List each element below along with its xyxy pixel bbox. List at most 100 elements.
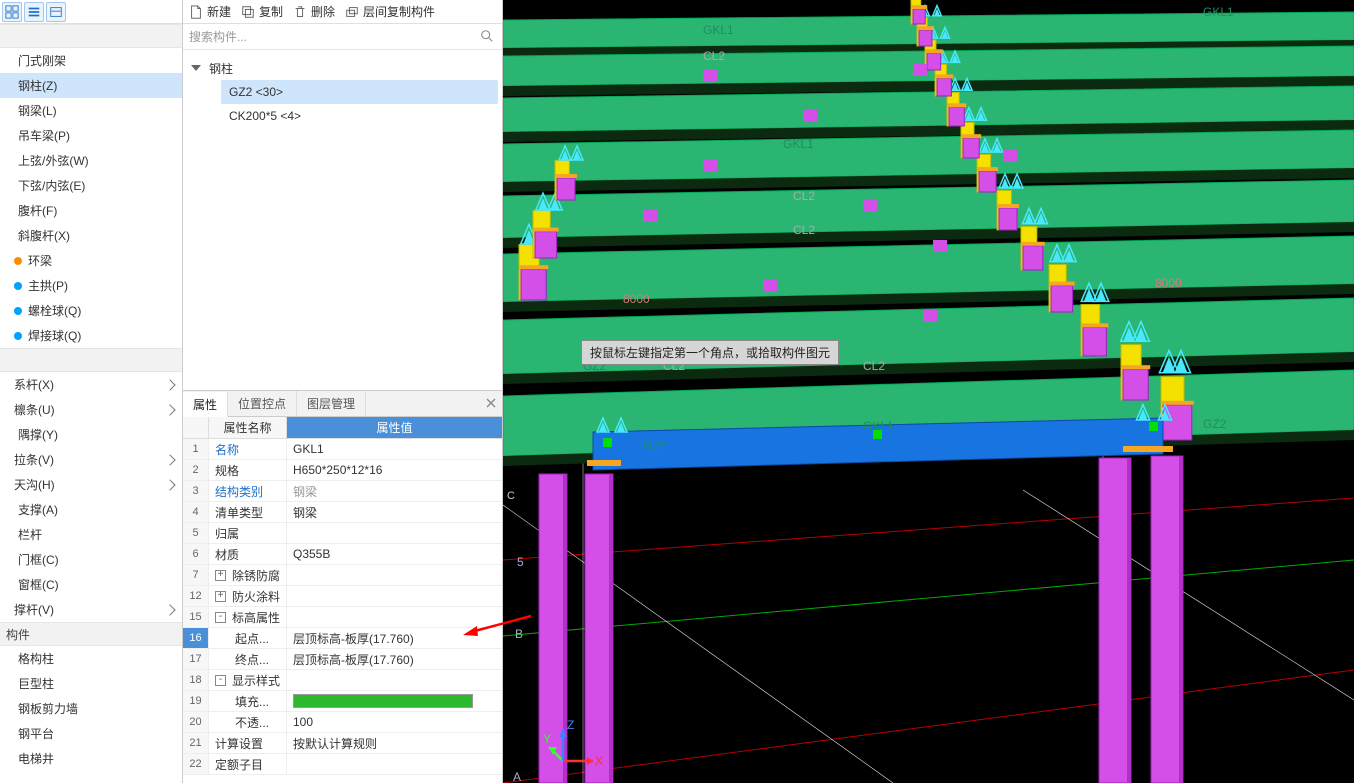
property-value[interactable] — [287, 523, 502, 543]
sidebar-item[interactable]: 门式刚架 — [0, 48, 182, 73]
tree-root[interactable]: 钢柱 — [187, 56, 498, 80]
sidebar-item[interactable]: 腹杆(F) — [0, 198, 182, 223]
property-row[interactable]: 3结构类别钢梁 — [183, 481, 502, 502]
copy-label: 复制 — [259, 3, 283, 20]
fill-color-swatch[interactable] — [293, 694, 473, 708]
sidebar-item[interactable]: 环梁 — [0, 248, 182, 273]
layers-copy-icon — [345, 5, 359, 19]
property-value[interactable]: 层顶标高-板厚(17.760) — [287, 649, 502, 669]
sidebar-item-label: 钢板剪力墙 — [18, 700, 78, 717]
category-dot-icon — [14, 332, 22, 340]
property-value[interactable] — [287, 586, 502, 606]
view-list-button[interactable] — [24, 2, 44, 22]
new-button[interactable]: 新建 — [189, 3, 231, 20]
row-number: 7 — [183, 565, 209, 585]
tab-layers[interactable]: 图层管理 — [297, 391, 366, 416]
svg-text:CL2: CL2 — [703, 49, 725, 63]
sidebar-item[interactable]: 天沟(H) — [0, 472, 182, 497]
property-value[interactable]: 钢梁 — [287, 481, 502, 501]
sidebar-item[interactable]: 檩条(U) — [0, 397, 182, 422]
property-row[interactable]: 7+除锈防腐 — [183, 565, 502, 586]
coordinate-axes-icon: X Y Z — [543, 711, 603, 771]
sidebar-item[interactable]: 钢平台 — [0, 721, 182, 746]
sidebar-item[interactable]: 上弦/外弦(W) — [0, 148, 182, 173]
property-row[interactable]: 15-标高属性 — [183, 607, 502, 628]
sidebar-item[interactable]: 巨型柱 — [0, 671, 182, 696]
sidebar-item-label: 窗框(C) — [18, 576, 59, 593]
property-value[interactable]: 按默认计算规则 — [287, 733, 502, 753]
property-value[interactable]: 钢梁 — [287, 502, 502, 522]
property-row[interactable]: 22定额子目 — [183, 754, 502, 775]
sidebar-item[interactable]: 下弦/内弦(E) — [0, 173, 182, 198]
sidebar-item[interactable]: 栏杆 — [0, 522, 182, 547]
sidebar-item[interactable]: 钢柱(Z) — [0, 73, 182, 98]
sidebar-item-label: 螺栓球(Q) — [28, 302, 81, 319]
sidebar-item[interactable]: 钢梁(L) — [0, 98, 182, 123]
tree-item[interactable]: GZ2 <30> — [221, 80, 498, 104]
axis-label-a: A — [513, 770, 521, 783]
list-icon — [27, 5, 41, 19]
view-card-button[interactable] — [46, 2, 66, 22]
property-value[interactable] — [287, 691, 502, 711]
tab-position[interactable]: 位置控点 — [228, 391, 297, 416]
property-row[interactable]: 16起点...层顶标高-板厚(17.760) — [183, 628, 502, 649]
expand-toggle-icon[interactable]: + — [215, 570, 226, 581]
property-row[interactable]: 6材质Q355B — [183, 544, 502, 565]
property-row[interactable]: 21计算设置按默认计算规则 — [183, 733, 502, 754]
property-row[interactable]: 19填充... — [183, 691, 502, 712]
property-value[interactable]: GKL1 — [287, 439, 502, 459]
property-row[interactable]: 1名称GKL1 — [183, 439, 502, 460]
sidebar-item[interactable]: 斜腹杆(X) — [0, 223, 182, 248]
property-value[interactable]: Q355B — [287, 544, 502, 564]
sidebar-item-label: 门框(C) — [18, 551, 59, 568]
expand-toggle-icon[interactable]: + — [215, 591, 226, 602]
chevron-right-icon — [164, 479, 175, 490]
sidebar-item[interactable]: 系杆(X) — [0, 372, 182, 397]
chevron-right-icon — [164, 404, 175, 415]
sidebar-item-label: 焊接球(Q) — [28, 327, 81, 344]
expand-toggle-icon[interactable]: - — [215, 675, 226, 686]
property-value[interactable] — [287, 565, 502, 585]
tree-item[interactable]: CK200*5 <4> — [221, 104, 498, 128]
sidebar-item[interactable]: 主拱(P) — [0, 273, 182, 298]
sidebar-item[interactable]: 电梯井 — [0, 746, 182, 771]
sidebar-item[interactable]: 撑杆(V) — [0, 597, 182, 622]
sidebar-item[interactable]: 隅撑(Y) — [0, 422, 182, 447]
search-row — [183, 24, 502, 50]
sidebar-item[interactable]: 吊车梁(P) — [0, 123, 182, 148]
property-row[interactable]: 17终点...层顶标高-板厚(17.760) — [183, 649, 502, 670]
property-row[interactable]: 4清单类型钢梁 — [183, 502, 502, 523]
panel-close-button[interactable] — [484, 396, 498, 410]
property-row[interactable]: 12+防火涂料 — [183, 586, 502, 607]
tab-position-label: 位置控点 — [238, 395, 286, 412]
property-row[interactable]: 5归属 — [183, 523, 502, 544]
sidebar-item[interactable]: 钢板剪力墙 — [0, 696, 182, 721]
property-value[interactable] — [287, 754, 502, 774]
sidebar-item[interactable]: 拉条(V) — [0, 447, 182, 472]
property-row[interactable]: 2规格H650*250*12*16 — [183, 460, 502, 481]
search-icon[interactable] — [480, 29, 494, 43]
sidebar-item[interactable]: 格构柱 — [0, 646, 182, 671]
view-grid-button[interactable] — [2, 2, 22, 22]
expand-toggle-icon[interactable]: - — [215, 612, 226, 623]
sidebar-item[interactable]: 螺栓球(Q) — [0, 298, 182, 323]
inter-copy-button[interactable]: 层间复制构件 — [345, 3, 435, 20]
tab-properties[interactable]: 属性 — [183, 392, 228, 417]
small-c: C — [507, 490, 515, 502]
row-number: 15 — [183, 607, 209, 627]
copy-button[interactable]: 复制 — [241, 3, 283, 20]
property-value[interactable] — [287, 670, 502, 690]
property-row[interactable]: 18-显示样式 — [183, 670, 502, 691]
cad-viewport[interactable]: GKL1GKL1GKL1GKL1CL2CL2CL2CL2CL2GZ2GZ2GZ2… — [503, 0, 1354, 783]
sidebar-item[interactable]: 支撑(A) — [0, 497, 182, 522]
property-value[interactable]: 100 — [287, 712, 502, 732]
sidebar-item[interactable]: 窗框(C) — [0, 572, 182, 597]
property-row[interactable]: 20不透...100 — [183, 712, 502, 733]
delete-button[interactable]: 删除 — [293, 3, 335, 20]
sidebar-item[interactable]: 焊接球(Q) — [0, 323, 182, 348]
property-value[interactable]: 层顶标高-板厚(17.760) — [287, 628, 502, 648]
search-input[interactable] — [189, 26, 496, 48]
sidebar-item[interactable]: 门框(C) — [0, 547, 182, 572]
property-value[interactable] — [287, 607, 502, 627]
property-value[interactable]: H650*250*12*16 — [287, 460, 502, 480]
